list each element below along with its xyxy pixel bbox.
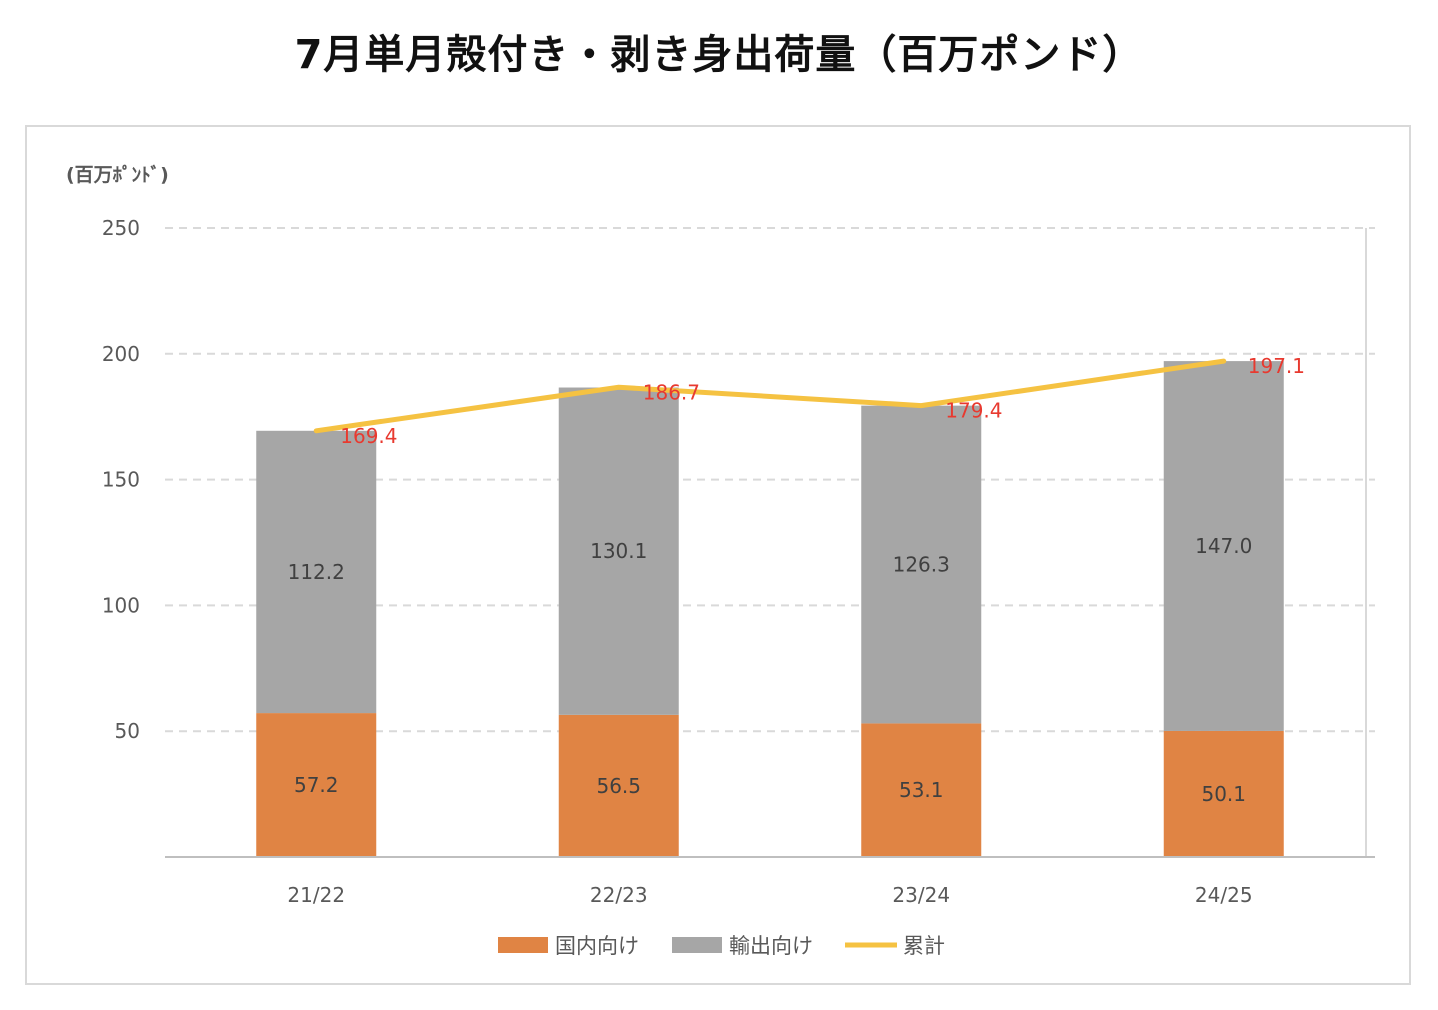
bar-data-label: 53.1 [899,778,944,802]
bar-data-label: 50.1 [1201,782,1246,806]
legend-label-domestic: 国内向け [555,934,639,958]
bar-export [558,387,679,715]
y-tick-label: 100 [102,593,140,617]
legend-label-export: 輸出向け [729,934,813,958]
total-data-label: 186.7 [643,380,700,404]
bar-domestic [1163,730,1284,857]
y-tick-label: 250 [102,216,140,240]
y-tick-label: 150 [102,468,140,492]
chart-title: 7月単月殻付き・剥き身出荷量（百万ポンド） [294,32,1144,78]
bar-export [1163,361,1284,731]
bar-export [861,405,982,724]
bar-domestic [861,723,982,857]
x-tick-label: 22/23 [590,883,648,907]
bar-domestic [256,713,377,857]
total-data-label: 179.4 [945,399,1002,423]
bar-export [256,430,377,714]
bar-domestic [558,714,679,857]
bar-data-label: 130.1 [590,539,647,563]
total-data-label: 197.1 [1248,354,1305,378]
bar-data-label: 126.3 [893,553,950,577]
x-tick-label: 23/24 [892,883,950,907]
y-axis-unit-label: (百万ﾎﾟﾝﾄﾞ) [66,164,169,186]
bar-data-label: 147.0 [1195,534,1252,558]
bar-data-label: 56.5 [596,774,641,798]
total-line [313,358,1227,434]
y-tick-label: 200 [102,342,140,366]
bar-data-label: 112.2 [288,560,345,584]
legend-swatch-export [672,937,722,953]
legend-label-total: 累計 [903,934,945,958]
x-tick-label: 24/25 [1195,883,1253,907]
legend-swatch-domestic [498,937,548,953]
total-data-label: 169.4 [340,424,397,448]
y-tick-label: 50 [115,719,140,743]
bar-data-label: 57.2 [294,773,339,797]
x-tick-label: 21/22 [287,883,345,907]
